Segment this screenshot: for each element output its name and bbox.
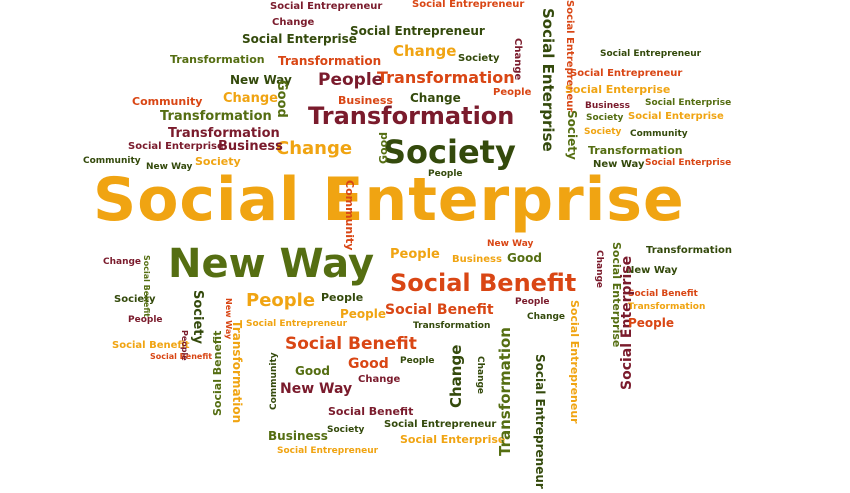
word-people: People xyxy=(400,356,435,366)
word-transformation: Transformation xyxy=(170,53,265,66)
word-business: Business xyxy=(585,101,630,111)
word-transformation: Transformation xyxy=(588,144,683,157)
word-change: Change xyxy=(103,257,142,267)
word-social-benefit: Social Benefit xyxy=(328,405,414,418)
word-social-entrepreneur-vertical: Social Entrepreneur xyxy=(568,300,581,424)
word-social-entrepreneur: Social Entrepreneur xyxy=(277,446,379,456)
word-people: People xyxy=(493,87,532,98)
word-people: People xyxy=(428,169,463,179)
word-society-large: Society xyxy=(383,133,516,171)
word-social-benefit: Social Benefit xyxy=(112,340,190,351)
word-transformation: Transformation xyxy=(628,302,706,312)
word-transformation: Transformation xyxy=(168,126,280,141)
word-new-way: New Way xyxy=(626,265,678,276)
word-new-way: New Way xyxy=(487,239,534,249)
word-new-way-vertical: New Way xyxy=(224,298,233,340)
word-new-way: New Way xyxy=(593,159,645,170)
word-new-way: New Way xyxy=(146,162,193,172)
word-new-way-large: New Way xyxy=(168,241,375,287)
word-social-enterprise: Social Enterprise xyxy=(128,141,224,152)
word-good: Good xyxy=(348,356,389,372)
word-social-enterprise-vertical: Social Enterprise xyxy=(539,8,557,152)
word-community: Community xyxy=(630,129,688,139)
word-new-way: New Way xyxy=(280,381,353,397)
word-people: People xyxy=(390,247,440,262)
word-business: Business xyxy=(218,139,283,154)
word-community: Community xyxy=(132,95,203,108)
word-change-vertical: Change xyxy=(475,356,485,395)
word-social-enterprise: Social Enterprise xyxy=(242,32,357,46)
word-change-vertical: Change xyxy=(512,38,523,81)
word-change: Change xyxy=(272,17,315,28)
word-business: Business xyxy=(452,254,502,265)
word-transformation-large: Transformation xyxy=(308,102,515,130)
word-social-benefit: Social Benefit xyxy=(150,352,213,361)
word-change: Change xyxy=(527,312,566,322)
word-community-vertical: Community xyxy=(343,180,356,251)
word-transformation: Transformation xyxy=(413,321,491,331)
word-good: Good xyxy=(295,364,330,378)
word-society: Society xyxy=(584,127,622,137)
word-transformation-medium: Transformation xyxy=(377,68,515,87)
word-people: People xyxy=(246,290,316,311)
word-change: Change xyxy=(410,91,461,105)
word-people: People xyxy=(128,315,163,325)
word-people-medium: People xyxy=(318,70,384,90)
word-community: Community xyxy=(83,156,141,166)
word-good: Good xyxy=(377,131,390,164)
word-social-benefit-vertical: Social Benefit xyxy=(142,255,151,318)
word-social-enterprise: Social Enterprise xyxy=(645,158,732,168)
word-social-benefit: Social Benefit xyxy=(385,302,494,318)
word-transformation: Transformation xyxy=(646,245,732,256)
word-social-benefit-large: Social Benefit xyxy=(390,269,577,297)
word-society-vertical: Society xyxy=(190,290,205,344)
word-social-enterprise: Social Enterprise xyxy=(645,98,732,108)
word-society: Society xyxy=(114,294,156,305)
word-people: People xyxy=(628,316,675,330)
word-transformation: Transformation xyxy=(160,109,272,124)
word-good: Good xyxy=(507,251,542,265)
word-transformation-vertical: Transformation xyxy=(496,327,514,456)
word-social-benefit: Social Benefit xyxy=(285,334,417,354)
word-business: Business xyxy=(268,429,328,443)
word-social-enterprise: Social Enterprise xyxy=(400,433,506,446)
word-social-entrepreneur: Social Entrepreneur xyxy=(270,1,383,12)
word-society: Society xyxy=(327,425,365,435)
word-social-entrepreneur: Social Entrepreneur xyxy=(600,49,702,59)
word-people: People xyxy=(340,307,387,321)
word-new-way: New Way xyxy=(230,73,292,87)
word-society-vertical: Society xyxy=(565,110,579,160)
word-social-benefit-vertical: Social Benefit xyxy=(211,330,224,416)
word-change-vertical: Change xyxy=(594,250,604,289)
word-people: People xyxy=(321,291,364,304)
word-social-entrepreneur: Social Entrepreneur xyxy=(570,68,683,79)
word-society: Society xyxy=(586,113,624,123)
word-social-enterprise-main: Social Enterprise xyxy=(93,165,685,235)
word-business: Business xyxy=(338,94,393,107)
word-social-entrepreneur-vertical: Social Entrepreneur xyxy=(533,354,547,489)
word-change: Change xyxy=(358,374,401,385)
word-people-vertical: People xyxy=(180,330,189,361)
word-social-entrepreneur: Social Entrepreneur xyxy=(412,0,525,10)
word-change: Change xyxy=(223,91,278,106)
word-social-entrepreneur: Social Entrepreneur xyxy=(384,419,497,430)
word-social-benefit: Social Benefit xyxy=(628,289,698,299)
word-change: Change xyxy=(393,42,457,60)
word-change-medium: Change xyxy=(276,138,353,159)
word-change-vertical: Change xyxy=(447,344,465,408)
word-society: Society xyxy=(195,155,241,168)
word-community-vertical: Community xyxy=(269,352,279,410)
word-social-enterprise: Social Enterprise xyxy=(565,83,671,96)
word-transformation: Transformation xyxy=(278,54,382,68)
word-people: People xyxy=(515,297,550,307)
word-social-enterprise: Social Enterprise xyxy=(628,111,724,122)
word-society: Society xyxy=(458,53,500,64)
word-social-entrepreneur: Social Entrepreneur xyxy=(246,319,348,329)
word-social-entrepreneur: Social Entrepreneur xyxy=(350,24,485,38)
